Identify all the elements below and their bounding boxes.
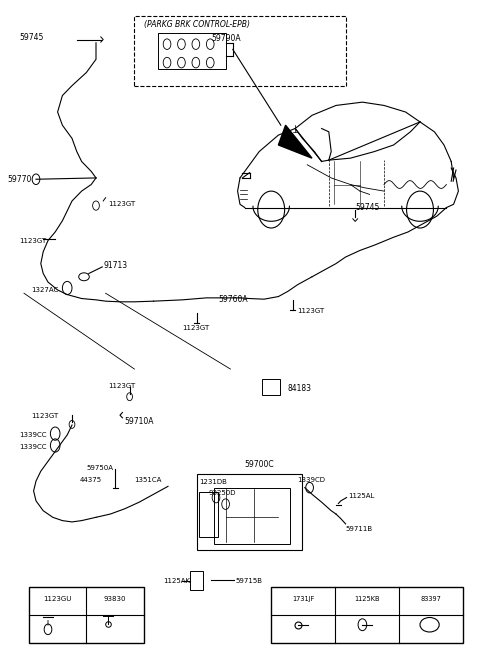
Bar [199, 492, 218, 537]
Bar [262, 379, 280, 395]
Text: 93830: 93830 [104, 596, 126, 602]
Text: 84183: 84183 [288, 384, 312, 393]
Text: 59711B: 59711B [346, 525, 373, 532]
Text: 1123GT: 1123GT [108, 201, 135, 208]
Bar [197, 474, 302, 550]
Text: 1351CA: 1351CA [134, 476, 162, 483]
Text: 1125AK: 1125AK [163, 578, 190, 585]
Text: 1731JF: 1731JF [292, 596, 314, 602]
Text: 1123GT: 1123GT [108, 382, 135, 389]
Text: 1123GT: 1123GT [182, 325, 210, 331]
Text: 59700C: 59700C [245, 460, 275, 469]
Bar [29, 587, 144, 643]
Text: 59750A: 59750A [86, 465, 113, 471]
Polygon shape [278, 125, 312, 158]
Text: 59745: 59745 [19, 33, 44, 42]
Text: 59760A: 59760A [218, 295, 248, 304]
Text: 1123GU: 1123GU [43, 596, 72, 602]
Bar [134, 16, 346, 86]
Text: (PARKG BRK CONTROL-EPB): (PARKG BRK CONTROL-EPB) [144, 20, 250, 29]
Text: 1231DB: 1231DB [199, 479, 227, 486]
Text: 59790A: 59790A [211, 34, 241, 43]
Text: 1339CC: 1339CC [19, 432, 47, 438]
Text: 1123GT: 1123GT [31, 413, 59, 420]
Text: 1123GT: 1123GT [298, 308, 325, 314]
Text: 1327AC: 1327AC [31, 287, 59, 293]
Text: 91713: 91713 [103, 261, 127, 270]
Bar [158, 33, 226, 69]
Text: 59745: 59745 [355, 203, 380, 212]
Bar [190, 571, 203, 590]
Text: 1125AL: 1125AL [348, 492, 374, 499]
Bar [214, 488, 290, 544]
Text: 1125KB: 1125KB [354, 596, 380, 602]
Text: 1339CD: 1339CD [298, 476, 325, 483]
Text: 1339CC: 1339CC [19, 444, 47, 450]
Text: 59715B: 59715B [235, 578, 262, 585]
Text: 44375: 44375 [79, 476, 101, 483]
Text: 59710A: 59710A [125, 417, 154, 426]
Bar [271, 587, 463, 643]
Text: 93250D: 93250D [209, 490, 236, 496]
Text: 59770: 59770 [7, 175, 32, 184]
Text: 1123GT: 1123GT [19, 237, 47, 244]
Text: 83397: 83397 [421, 596, 442, 602]
